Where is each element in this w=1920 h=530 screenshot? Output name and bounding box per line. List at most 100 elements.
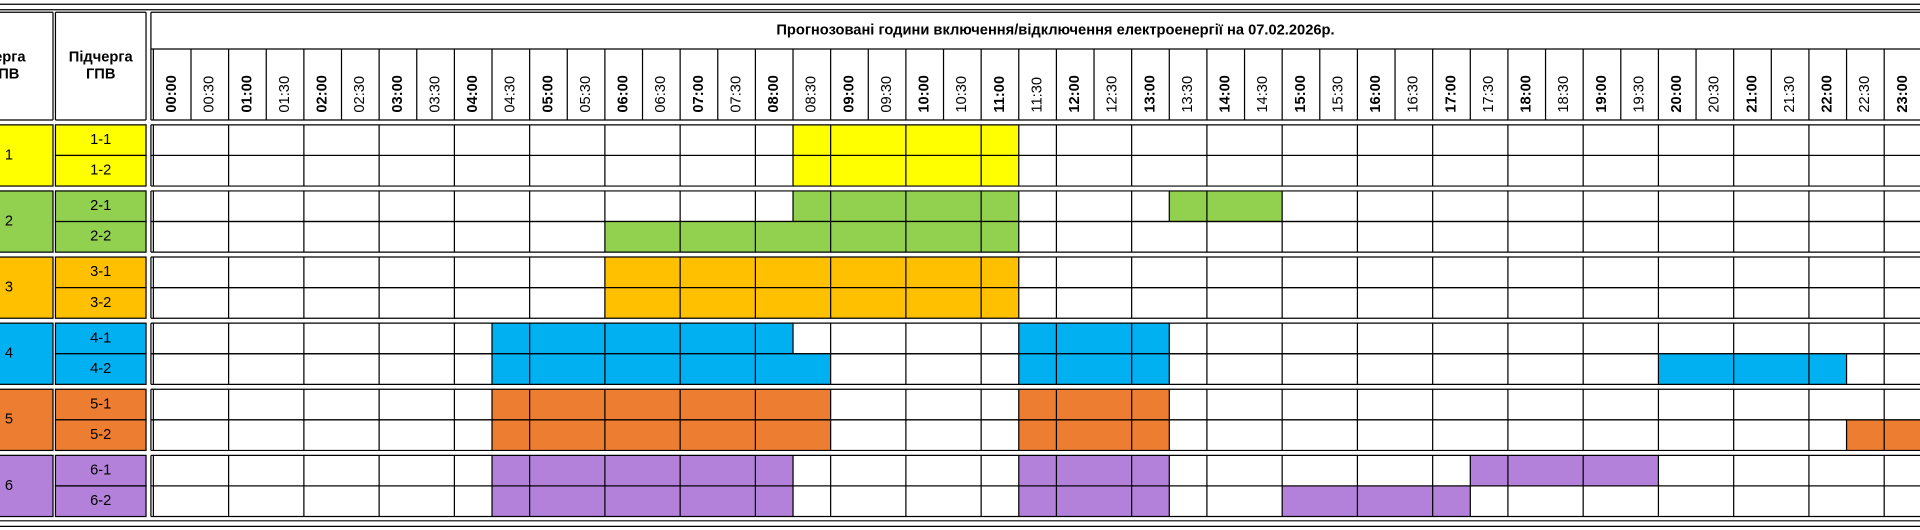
subqueue-label: 5-1 (90, 396, 111, 412)
queue-cell (0, 124, 54, 187)
time-label: 21:00 (1744, 75, 1760, 113)
time-label: 06:30 (653, 76, 669, 113)
subqueue-label: 1-2 (90, 163, 111, 179)
time-label: 15:00 (1293, 75, 1309, 113)
time-label: 01:30 (277, 76, 293, 113)
time-label: 22:30 (1857, 76, 1873, 113)
subqueue-cell (54, 388, 147, 421)
time-label: 18:00 (1519, 75, 1535, 113)
outage (604, 221, 1019, 253)
time-label: 13:00 (1142, 75, 1158, 113)
time-label: 09:00 (841, 75, 857, 113)
subqueue-cell (54, 322, 147, 355)
time-label: 08:00 (766, 75, 782, 113)
outage (1282, 485, 1471, 517)
outage (1846, 419, 1920, 451)
time-label: 04:00 (465, 75, 481, 113)
outage (604, 257, 1019, 288)
time-label: 10:00 (917, 75, 933, 113)
time-label: 08:30 (804, 76, 820, 113)
subqueue-label: 2-1 (90, 198, 111, 214)
time-label: 16:30 (1406, 76, 1422, 113)
title: Прогнозовані години включення/відключенн… (776, 22, 1334, 38)
subqueue-cell (54, 419, 147, 452)
queue-cell (0, 454, 54, 518)
time-label: 10:30 (954, 76, 970, 113)
outage (1169, 190, 1283, 222)
subqueue-label: 1-1 (90, 132, 111, 148)
queue-header: Черга (0, 49, 26, 65)
time-label: 18:30 (1556, 76, 1572, 113)
subqueue-label: 4-2 (90, 361, 111, 377)
time-label: 14:30 (1255, 76, 1271, 113)
subqueue-cell (54, 220, 147, 253)
subqueue-cell (54, 124, 147, 157)
subqueue-label: 5-2 (90, 427, 111, 443)
time-label: 04:30 (503, 76, 519, 113)
outage (1018, 323, 1170, 354)
outage (492, 323, 794, 354)
subqueue-cell (54, 154, 147, 187)
time-label: 12:00 (1067, 75, 1083, 113)
queue-label: 3 (5, 280, 13, 296)
time-label: 21:30 (1782, 76, 1798, 113)
subqueue-cell (54, 287, 147, 319)
outage (492, 389, 831, 420)
queue-label: 2 (5, 213, 13, 229)
subqueue-label: 6-1 (90, 463, 111, 479)
time-label: 02:00 (315, 75, 331, 113)
time-label: 02:30 (352, 76, 368, 113)
subqueue-header: Підчерга (69, 49, 134, 65)
outage (1658, 353, 1847, 385)
outage (492, 419, 831, 451)
outage (1018, 419, 1170, 451)
queue-label: 4 (5, 346, 13, 362)
time-label: 09:30 (879, 76, 895, 113)
time-label: 05:30 (578, 76, 594, 113)
time-label: 03:30 (427, 76, 443, 113)
time-label: 19:00 (1594, 75, 1610, 113)
outage (1018, 353, 1170, 385)
subqueue-cell (54, 454, 147, 487)
subqueue-label: 2-2 (90, 229, 111, 245)
subqueue-cell (54, 485, 147, 518)
queue-label: 5 (5, 412, 13, 428)
subqueue-label: 6-2 (90, 493, 111, 509)
time-label: 17:00 (1443, 75, 1459, 113)
time-label: 11:00 (992, 76, 1008, 113)
time-label: 00:00 (164, 75, 180, 113)
outage (604, 287, 1019, 319)
subqueue-cell (54, 256, 147, 289)
subqueue-label: 4-1 (90, 330, 111, 346)
time-label: 05:00 (540, 75, 556, 113)
outage (492, 485, 794, 517)
time-label: 14:00 (1218, 75, 1234, 113)
subqueue-cell (54, 353, 147, 385)
queue-label: 6 (5, 478, 13, 494)
time-label: 01:00 (239, 75, 255, 113)
subqueue-label: 3-2 (90, 295, 111, 311)
time-label: 07:30 (728, 76, 744, 113)
time-label: 20:00 (1669, 75, 1685, 113)
time-label: 12:30 (1105, 76, 1121, 113)
queue-header: ГПВ (0, 67, 19, 83)
outage (492, 353, 831, 385)
outage (1018, 485, 1170, 517)
time-label: 23:00 (1895, 75, 1911, 113)
queue-cell (0, 256, 54, 319)
outage (1018, 389, 1170, 420)
time-label: 22:00 (1820, 75, 1836, 113)
time-label: 17:30 (1481, 76, 1497, 113)
queue-label: 1 (5, 147, 13, 163)
outage (1470, 455, 1659, 486)
time-label: 06:00 (616, 75, 632, 113)
time-label: 15:30 (1330, 76, 1346, 113)
time-label: 03:00 (390, 75, 406, 113)
time-label: 19:30 (1631, 76, 1647, 113)
outage (1018, 455, 1170, 486)
queue-cell (0, 322, 54, 385)
subqueue-header: ГПВ (86, 67, 115, 83)
time-label: 00:30 (202, 76, 218, 113)
time-label: 11:30 (1029, 77, 1045, 113)
